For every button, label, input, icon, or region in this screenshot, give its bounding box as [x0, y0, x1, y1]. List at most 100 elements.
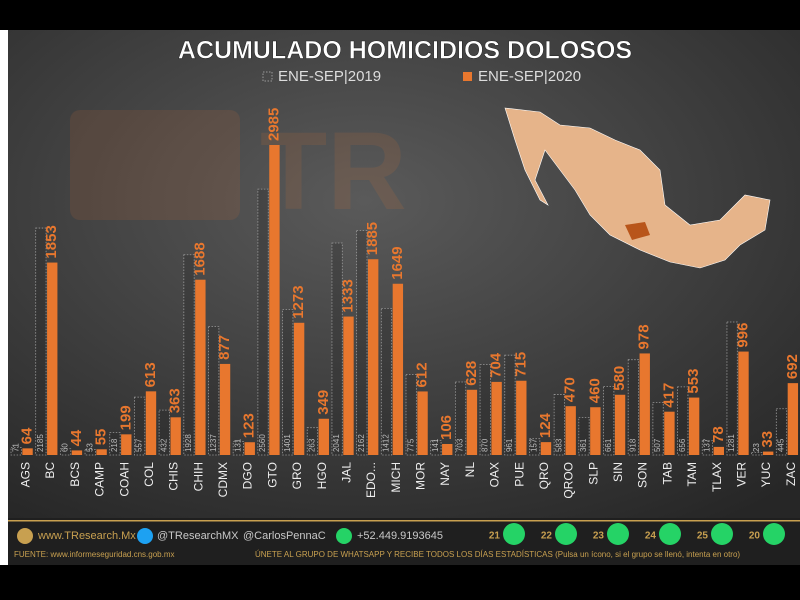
value-label-2019: 1237	[209, 434, 218, 452]
bar-2019	[109, 431, 121, 456]
x-tick-label: OAX	[488, 462, 502, 487]
bar-2019	[10, 447, 22, 456]
bar-2019	[677, 386, 689, 456]
value-label-2020: 460	[586, 378, 603, 403]
bar-2019	[208, 326, 220, 456]
value-label-2020: 199	[117, 405, 134, 430]
group-number: 23	[593, 531, 605, 542]
bar-2019	[775, 408, 788, 456]
bar-2019	[84, 449, 96, 456]
bar-2019	[701, 440, 714, 456]
left-strip	[0, 30, 8, 565]
value-label-2019: 2162	[357, 434, 366, 452]
legend-label: ENE-SEP|2020	[478, 68, 581, 85]
group-number: 21	[489, 531, 501, 542]
bar-2020	[96, 449, 107, 455]
bar-2020	[367, 259, 379, 455]
whatsapp-icon[interactable]	[555, 523, 577, 545]
phone-icon	[336, 528, 352, 544]
footer-twitter[interactable]: @TResearchMX	[157, 530, 239, 542]
whatsapp-icon[interactable]	[763, 523, 785, 545]
bar-2019	[504, 354, 516, 456]
x-tick-label: TAB	[660, 462, 674, 484]
whatsapp-icon[interactable]	[659, 523, 681, 545]
bar-2019	[405, 374, 417, 456]
bar-2020	[318, 418, 329, 455]
value-label-2019: 53	[85, 443, 94, 452]
chart-title: ACUMULADO HOMICIDIOS DOLOSOS	[178, 37, 632, 65]
value-label-2019: 71	[11, 443, 20, 452]
x-tick-label: VER	[734, 462, 748, 487]
footer-twitter2[interactable]: @CarlosPennaC	[243, 530, 326, 542]
value-label-2020: 1273	[290, 285, 307, 318]
whatsapp-icon[interactable]	[607, 523, 629, 545]
value-label-2019: 218	[110, 438, 119, 452]
web-icon	[17, 528, 33, 544]
x-tick-label: CHIS	[167, 462, 181, 491]
x-tick-label: BC	[43, 462, 57, 479]
bar-2020	[614, 394, 626, 455]
legend-label: ENE-SEP|2019	[278, 68, 381, 85]
value-label-2019: 137	[703, 438, 712, 452]
bar-2019	[282, 309, 294, 456]
value-label-2019: 23	[752, 443, 761, 452]
value-label-2019: 2560	[258, 434, 267, 452]
bar-2019	[430, 439, 442, 456]
value-label-2020: 877	[216, 335, 233, 360]
value-label-2019: 703	[456, 438, 465, 452]
value-label-2020: 1853	[43, 225, 60, 258]
value-label-2019: 157	[530, 438, 539, 452]
bar-2019	[257, 188, 269, 456]
legend-swatch	[262, 71, 273, 82]
bar-2020	[121, 434, 132, 455]
bar-2020	[170, 417, 181, 455]
bar-2019	[603, 385, 615, 456]
watermark: TR	[70, 110, 407, 233]
bar-2019	[578, 417, 590, 456]
footer-rule	[8, 520, 800, 522]
x-tick-label: QRO	[537, 462, 551, 489]
whatsapp-icon[interactable]	[711, 523, 733, 545]
value-label-2020: 124	[537, 412, 554, 438]
x-tick-label: YUC	[759, 462, 773, 488]
x-tick-label: SLP	[586, 462, 600, 485]
value-label-2020: 580	[611, 366, 628, 391]
twitter-icon	[137, 528, 153, 544]
bar-2019	[35, 227, 47, 456]
bar-2019	[183, 254, 195, 456]
bar-2019	[652, 401, 664, 456]
x-tick-label: COL	[142, 462, 156, 487]
footer-phone[interactable]: +52.449.9193645	[357, 530, 443, 542]
bar-2020	[392, 283, 404, 455]
bar-2020	[639, 353, 650, 455]
footer-web[interactable]: www.TResearch.Mx	[37, 530, 136, 542]
value-label-2019: 775	[406, 438, 415, 452]
value-label-2019: 1401	[283, 434, 292, 452]
value-label-2019: 445	[777, 438, 786, 452]
value-label-2020: 470	[562, 377, 579, 402]
value-label-2020: 349	[315, 390, 332, 415]
bar-2020	[244, 442, 255, 455]
bar-2020	[787, 383, 799, 455]
value-label-2019: 263	[308, 438, 317, 452]
bar-2020	[540, 442, 552, 455]
bar-2020	[47, 262, 58, 455]
value-label-2019: 2185	[36, 434, 45, 452]
bar-2020	[22, 448, 33, 455]
value-label-2020: 417	[660, 383, 677, 408]
x-tick-label: GRO	[290, 462, 304, 489]
value-label-2020: 106	[438, 415, 455, 440]
bar-2020	[762, 451, 774, 455]
group-number: 24	[645, 531, 657, 542]
bar-2019	[380, 307, 393, 456]
value-label-2019: 656	[678, 438, 687, 452]
bar-2020	[516, 380, 527, 455]
bar-2020	[688, 397, 700, 455]
value-label-2020: 1688	[191, 242, 208, 275]
bar-2019	[331, 242, 343, 456]
value-label-2019: 1928	[184, 434, 193, 452]
value-label-2019: 507	[653, 438, 662, 452]
x-tick-label: PUE	[512, 462, 526, 487]
whatsapp-icon[interactable]	[503, 523, 525, 545]
